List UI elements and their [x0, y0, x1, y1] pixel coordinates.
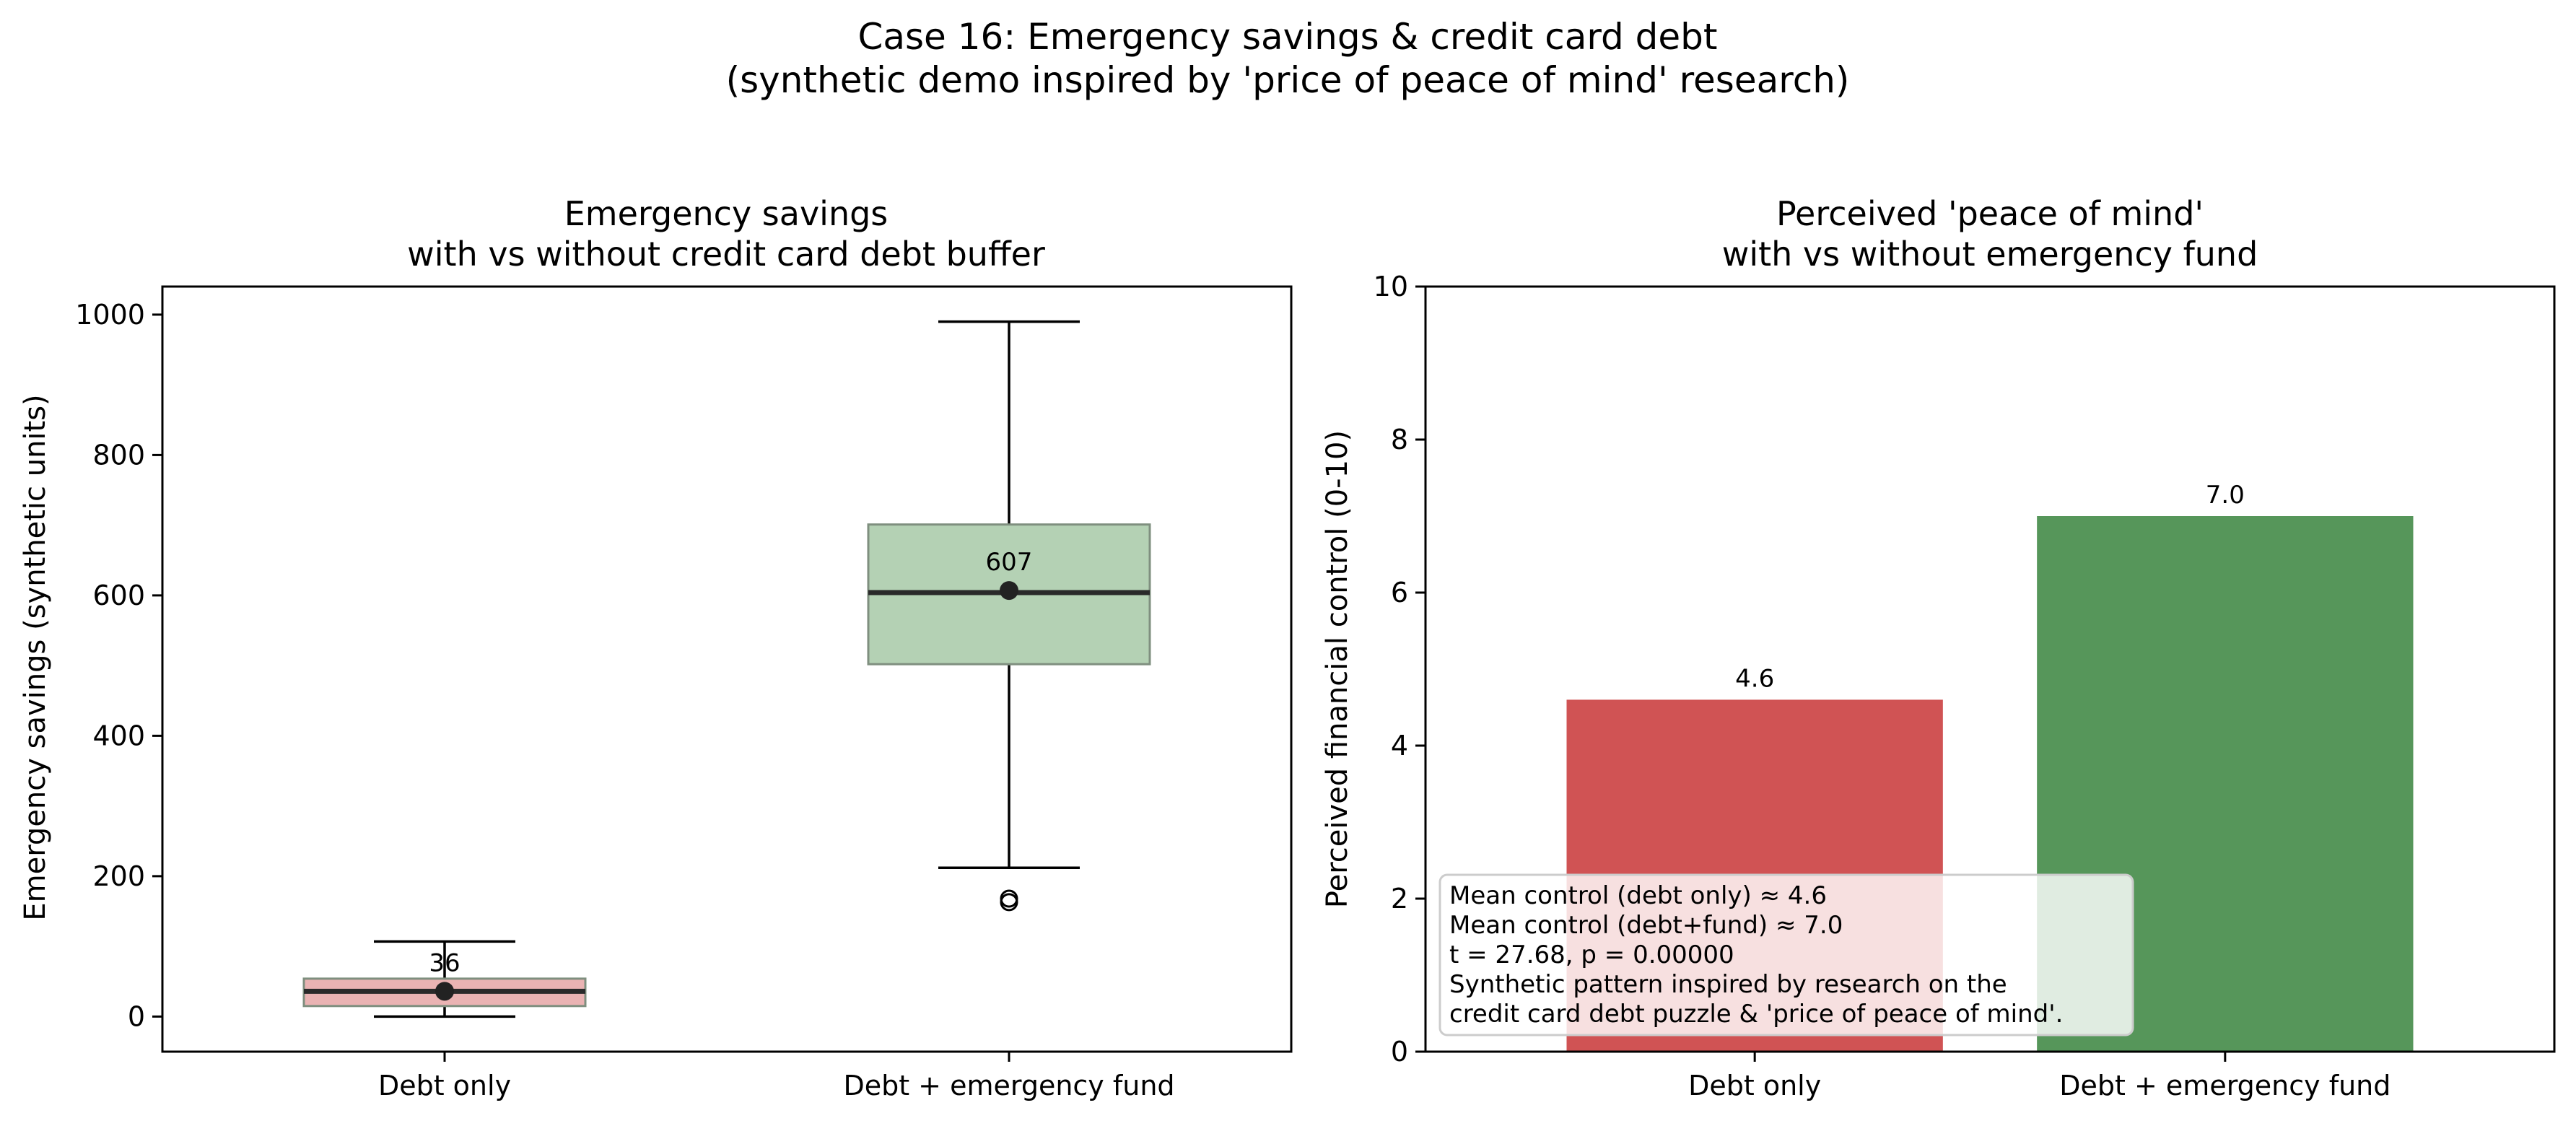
left-y-tick-label-3: 600	[92, 580, 145, 611]
stats-line-4: Synthetic pattern inspired by research o…	[1449, 970, 2007, 999]
left-y-tick-label-1: 200	[92, 860, 145, 892]
right-y-tick-label-3: 6	[1391, 577, 1408, 608]
right-y-tick-label-5: 10	[1374, 271, 1408, 302]
left-x-tick-label-1: Debt + emergency fund	[843, 1070, 1174, 1101]
right-panel-title-line-1: Perceived 'peace of mind'	[1776, 194, 2204, 233]
bar-value-label-0: 4.6	[1735, 664, 1774, 693]
savings-boxplot-panel: Emergency savings with vs without credit…	[19, 194, 1293, 1101]
right-y-tick-label-4: 8	[1391, 424, 1408, 455]
right-y-tick-label-0: 0	[1391, 1036, 1408, 1068]
bar-value-label-1: 7.0	[2206, 481, 2245, 510]
stats-annotation-box: Mean control (debt only) ≈ 4.6 Mean cont…	[1438, 873, 2134, 1036]
right-x-tick-label-0: Debt only	[1688, 1070, 1821, 1101]
right-plot-frame	[1424, 285, 2556, 1053]
right-x-tick-label-1: Debt + emergency fund	[2059, 1070, 2391, 1101]
figure-title-line-1: Case 16: Emergency savings & credit card…	[857, 16, 1717, 58]
left-plot-marks: 0 200 400 600 800 1000 Debt only Debt + emergen…	[75, 299, 1174, 1101]
left-panel-title-line-1: Emergency savings	[564, 194, 888, 233]
box-mean-marker-0	[435, 982, 454, 1001]
left-y-tick-label-4: 800	[92, 439, 145, 471]
right-y-axis-label: Perceived financial control (0-10)	[1321, 430, 1354, 908]
left-x-tick-label-0: Debt only	[378, 1070, 511, 1101]
left-y-tick-label-5: 1000	[75, 299, 145, 331]
right-y-tick-label-2: 4	[1391, 730, 1408, 761]
box-mean-marker-1	[1000, 581, 1018, 601]
stats-line-3: t = 27.68, p = 0.00000	[1449, 940, 1734, 969]
box-mean-label-0: 36	[429, 948, 460, 977]
right-panel-title-line-2: with vs without emergency fund	[1722, 235, 2258, 274]
stats-line-5: credit card debt puzzle & 'price of peac…	[1449, 1000, 2063, 1029]
stats-line-1: Mean control (debt only) ≈ 4.6	[1449, 881, 1827, 910]
left-y-axis-label: Emergency savings (synthetic units)	[19, 394, 52, 920]
box-outlier-1-1	[1000, 889, 1018, 908]
stats-annotation-background	[1438, 873, 2134, 1036]
left-y-tick-label-2: 400	[92, 720, 145, 751]
left-panel-title-line-2: with vs without credit card debt buffer	[407, 235, 1045, 274]
left-plot-frame	[161, 285, 1293, 1053]
stats-line-2: Mean control (debt+fund) ≈ 7.0	[1449, 911, 1843, 940]
figure-title-line-2: (synthetic demo inspired by 'price of pe…	[726, 59, 1850, 101]
box-mean-label-1: 607	[986, 548, 1033, 577]
left-y-tick-label-0: 0	[128, 1000, 145, 1032]
right-y-tick-label-1: 2	[1391, 883, 1408, 915]
peace-of-mind-bar-panel: Perceived 'peace of mind' with vs withou…	[1321, 194, 2556, 1101]
